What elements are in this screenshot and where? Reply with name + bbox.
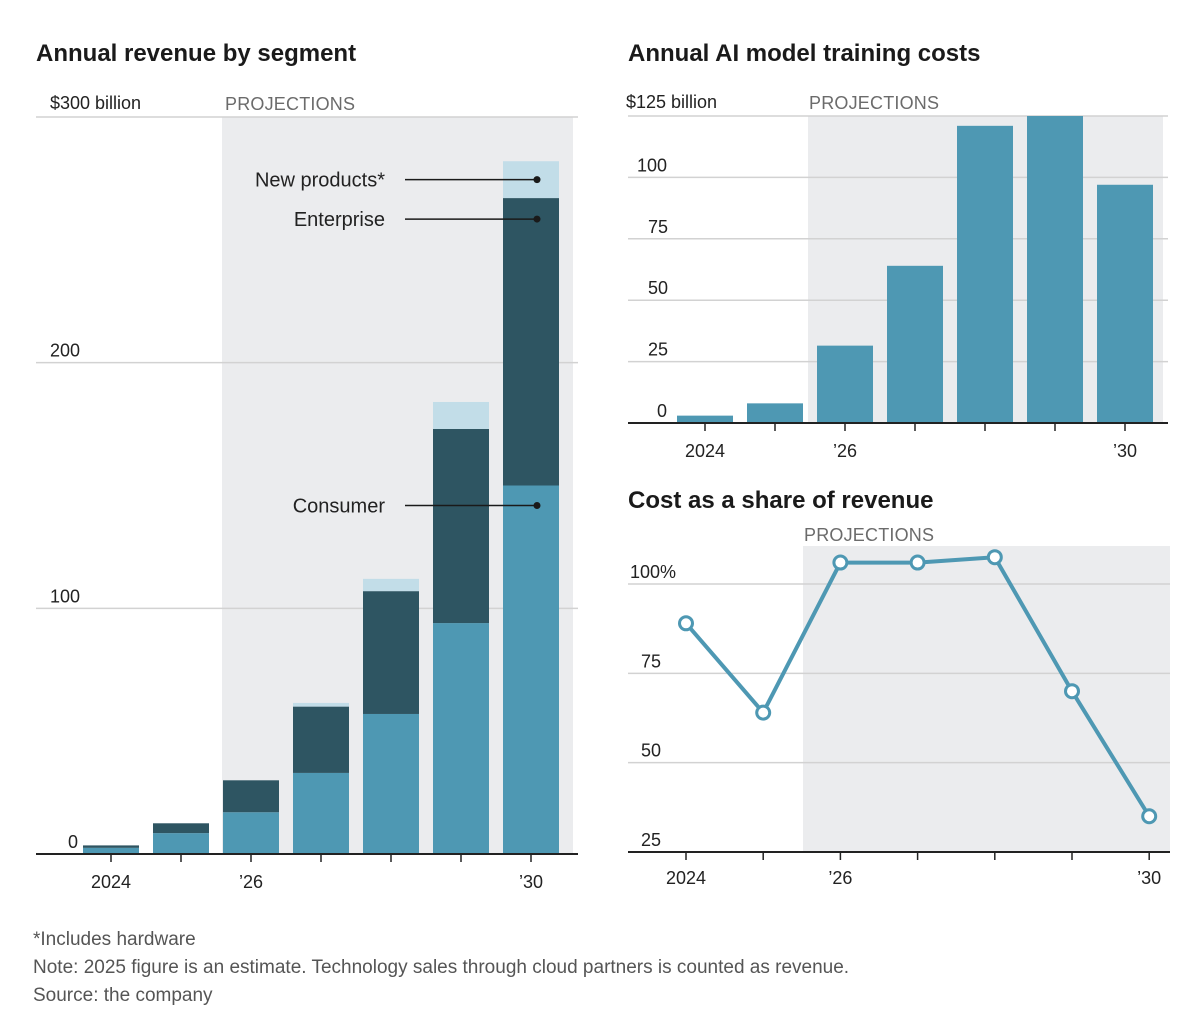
- series-annotation-label: New products*: [255, 170, 385, 192]
- bar: [747, 403, 803, 423]
- footnotes: *Includes hardware Note: 2025 figure is …: [33, 926, 849, 1010]
- data-point: [678, 615, 694, 632]
- y-tick-label: 100: [637, 155, 667, 175]
- x-tick-label: ’26: [828, 868, 852, 888]
- y-tick-label: 200: [50, 341, 80, 361]
- x-tick-label: ’26: [833, 441, 857, 461]
- revenue-chart: Annual revenue by segment PROJECTIONS 0 100…: [36, 40, 578, 892]
- bar-segment: [223, 780, 279, 813]
- footnote-hardware: *Includes hardware: [33, 929, 196, 950]
- data-point: [755, 704, 772, 721]
- projections-label: PROJECTIONS: [809, 93, 939, 113]
- projections-label: PROJECTIONS: [804, 525, 934, 545]
- y-tick-label: 25: [648, 340, 668, 360]
- data-point: [909, 554, 926, 571]
- y-tick-label: 0: [657, 401, 667, 421]
- training-cost-chart-title: Annual AI model training costs: [628, 40, 980, 67]
- y-tick-label: 100%: [630, 562, 676, 582]
- bar-segment: [433, 428, 489, 624]
- projections-label: PROJECTIONS: [225, 94, 355, 114]
- revenue-chart-title: Annual revenue by segment: [36, 40, 356, 67]
- x-tick-label: ’30: [519, 872, 543, 892]
- bar-segment: [363, 713, 419, 854]
- series-annotation-label: Enterprise: [294, 209, 385, 231]
- leader-dot: [533, 176, 541, 184]
- x-tick-label: ’30: [1137, 868, 1161, 888]
- y-tick-label: 50: [648, 278, 668, 298]
- bar: [1097, 184, 1153, 423]
- bar: [817, 345, 873, 423]
- cost-share-chart-title: Cost as a share of revenue: [628, 487, 933, 514]
- data-point: [832, 554, 849, 571]
- data-point: [1064, 683, 1080, 700]
- footnote-source: Source: the company: [33, 985, 213, 1006]
- bar-segment: [293, 706, 349, 773]
- bar-segment: [503, 485, 559, 854]
- bar: [677, 415, 733, 423]
- bar-segment: [293, 772, 349, 854]
- cost-share-chart: Cost as a share of revenue PROJECTIONS 25 5…: [628, 487, 1170, 888]
- bar-segment: [433, 401, 489, 429]
- bar-segment: [433, 623, 489, 854]
- x-tick-label: 2024: [685, 441, 725, 461]
- bar-segment: [293, 702, 349, 707]
- x-tick-label: 2024: [91, 872, 131, 892]
- bar-segment: [223, 812, 279, 854]
- y-tick-label: $300 billion: [50, 93, 141, 113]
- series-annotation-label: Consumer: [293, 496, 386, 518]
- y-tick-label: 75: [641, 651, 661, 671]
- x-tick-label: ’26: [239, 872, 263, 892]
- y-tick-label: 100: [50, 586, 80, 606]
- data-point: [1141, 808, 1158, 825]
- y-tick-label: $125 billion: [626, 92, 717, 112]
- footnote-note: Note: 2025 figure is an estimate. Techno…: [33, 957, 850, 978]
- data-point: [986, 549, 1003, 566]
- leader-dot: [533, 502, 541, 509]
- y-tick-label: 25: [641, 830, 661, 850]
- bar-segment: [363, 578, 419, 592]
- bar: [887, 265, 943, 423]
- bar-segment: [83, 847, 139, 854]
- bar-segment: [83, 845, 139, 848]
- projection-shading: [803, 546, 1170, 852]
- bar-segment: [503, 198, 559, 486]
- y-tick-label: 75: [648, 217, 668, 237]
- x-tick-label: ’30: [1113, 441, 1137, 461]
- y-tick-label: 0: [68, 832, 78, 852]
- bar-segment: [153, 833, 209, 854]
- bar-segment: [153, 823, 209, 834]
- leader-dot: [533, 215, 541, 223]
- bar-segment: [363, 591, 419, 714]
- bar: [1027, 116, 1083, 423]
- x-tick-label: 2024: [666, 868, 706, 888]
- y-tick-label: 50: [641, 741, 661, 761]
- bar: [957, 125, 1013, 423]
- training-cost-chart: Annual AI model training costs PROJECTION…: [626, 40, 1168, 461]
